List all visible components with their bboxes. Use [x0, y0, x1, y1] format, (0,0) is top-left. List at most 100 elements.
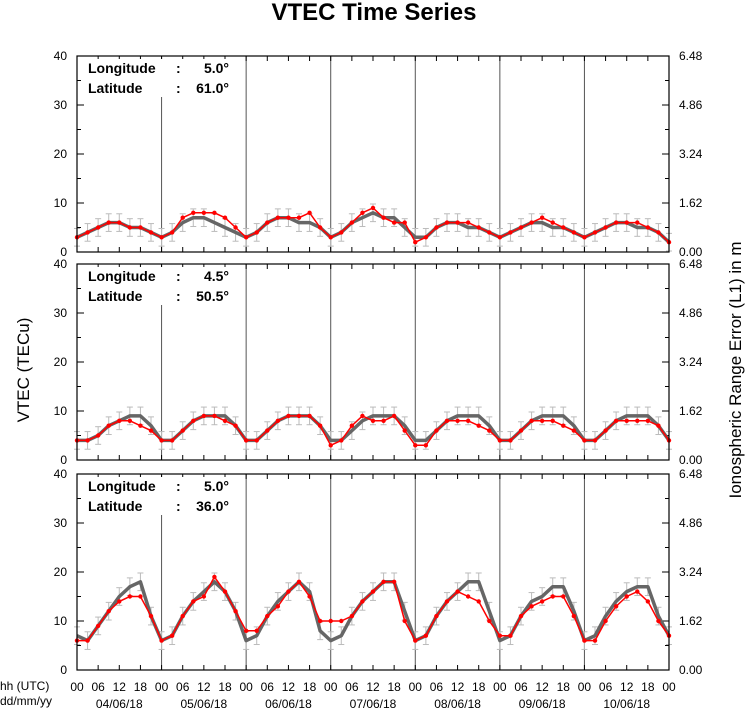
y-tick-label-left: 40 [54, 257, 68, 271]
panel-frame [76, 473, 670, 671]
series-point-measured [603, 225, 608, 230]
series-point-measured [613, 418, 619, 423]
series-point-measured [117, 220, 122, 225]
series-point-measured [561, 423, 566, 428]
longitude-label: Longitude [88, 478, 156, 494]
x-tick-label-hour: 06 [599, 680, 613, 694]
series-point-measured [592, 438, 598, 443]
series-point-measured [635, 220, 640, 225]
x-tick-label-hour: 12 [282, 680, 296, 694]
series-point-measured [539, 215, 545, 220]
series-point-measured [233, 423, 238, 428]
series-point-measured [561, 225, 566, 230]
series-point-measured [635, 418, 640, 423]
series-point-measured [476, 599, 481, 604]
y-tick-label-left: 30 [54, 306, 68, 320]
series-point-measured [561, 594, 566, 599]
y-tick-label-left: 0 [60, 453, 67, 467]
x-tick-label-hour: 06 [345, 680, 359, 694]
series-point-measured [307, 413, 312, 419]
series-point-measured [529, 220, 534, 225]
series-point-measured [85, 438, 90, 443]
series-point-measured [645, 599, 651, 604]
y-tick-label-left: 30 [54, 98, 68, 112]
location-info-box [81, 59, 236, 97]
series-point-measured [243, 438, 249, 443]
series-point-measured [550, 418, 555, 423]
series-point-measured [127, 594, 133, 599]
series-point-measured [413, 638, 418, 643]
x-tick-label-hour: 06 [430, 680, 444, 694]
longitude-separator: : [176, 478, 181, 494]
y-tick-label-right: 0.00 [679, 245, 703, 259]
series-point-measured [180, 428, 185, 433]
series-point-measured [518, 428, 524, 433]
series-point-measured [529, 604, 534, 609]
series-point-measured [138, 594, 143, 599]
series-point-measured [117, 599, 122, 604]
y-tick-label-left: 0 [60, 663, 67, 677]
series-point-measured [169, 438, 175, 443]
series-point-measured [159, 235, 164, 240]
series-point-measured [360, 599, 365, 604]
series-point-measured [391, 220, 397, 225]
latitude-value: 61.0° [196, 80, 229, 96]
x-tick-label-hour: 06 [261, 680, 275, 694]
series-point-measured [286, 589, 291, 594]
series-point-measured [360, 210, 365, 215]
series-point-measured [381, 579, 386, 584]
latitude-label: Latitude [88, 498, 143, 514]
y-tick-label-left: 40 [54, 49, 68, 63]
y-tick-label-left: 30 [54, 516, 68, 530]
series-point-measured [539, 599, 545, 604]
y-tick-label-left: 10 [54, 404, 68, 418]
y-tick-label-right: 1.62 [679, 614, 703, 628]
x-tick-label-hour: 12 [535, 680, 549, 694]
series-point-measured [508, 438, 513, 443]
series-point-measured [444, 599, 450, 604]
series-point-measured [423, 633, 429, 638]
series-point-measured [508, 633, 513, 638]
series-point-measured [444, 418, 450, 423]
series-point-measured [243, 235, 249, 240]
series-point-measured [360, 413, 365, 419]
series-point-measured [191, 418, 196, 423]
series-point-measured [265, 428, 270, 433]
series-point-measured [212, 210, 217, 215]
location-info-box [81, 477, 236, 515]
series-point-measured [656, 423, 661, 428]
series-point-measured [317, 423, 323, 428]
series-point-measured [603, 428, 608, 433]
series-point-measured [656, 230, 661, 235]
x-tick-label-date: 06/06/18 [265, 697, 312, 711]
series-point-measured [254, 438, 259, 443]
series-point-measured [645, 225, 651, 230]
series-point-measured [85, 638, 90, 643]
y-tick-label-right: 1.62 [679, 404, 703, 418]
x-tick-label-hour: 00 [409, 680, 423, 694]
series-point-measured [645, 418, 651, 423]
series-point-measured [328, 443, 333, 448]
series-point-measured [423, 443, 429, 448]
y-tick-label-right: 0.00 [679, 453, 703, 467]
series-point-measured [624, 594, 629, 599]
x-tick-label-hour: 00 [578, 680, 592, 694]
series-point-measured [603, 618, 608, 624]
series-point-measured [339, 438, 344, 443]
y-tick-label-right: 6.48 [679, 49, 703, 63]
x-tick-label-hour: 06 [514, 680, 528, 694]
series-point-measured [222, 418, 228, 423]
series-point-measured [265, 220, 270, 225]
series-point-measured [222, 215, 228, 220]
series-point-measured [138, 225, 143, 230]
longitude-value: 5.0° [204, 478, 229, 494]
latitude-label: Latitude [88, 288, 143, 304]
series-point-measured [465, 418, 471, 423]
series-point-measured [317, 618, 323, 624]
x-tick-label-hour: 18 [641, 680, 655, 694]
x-tick-label-date: 04/06/18 [96, 697, 143, 711]
series-point-measured [191, 210, 196, 215]
longitude-value: 4.5° [204, 268, 229, 284]
series-point-measured [444, 220, 450, 225]
